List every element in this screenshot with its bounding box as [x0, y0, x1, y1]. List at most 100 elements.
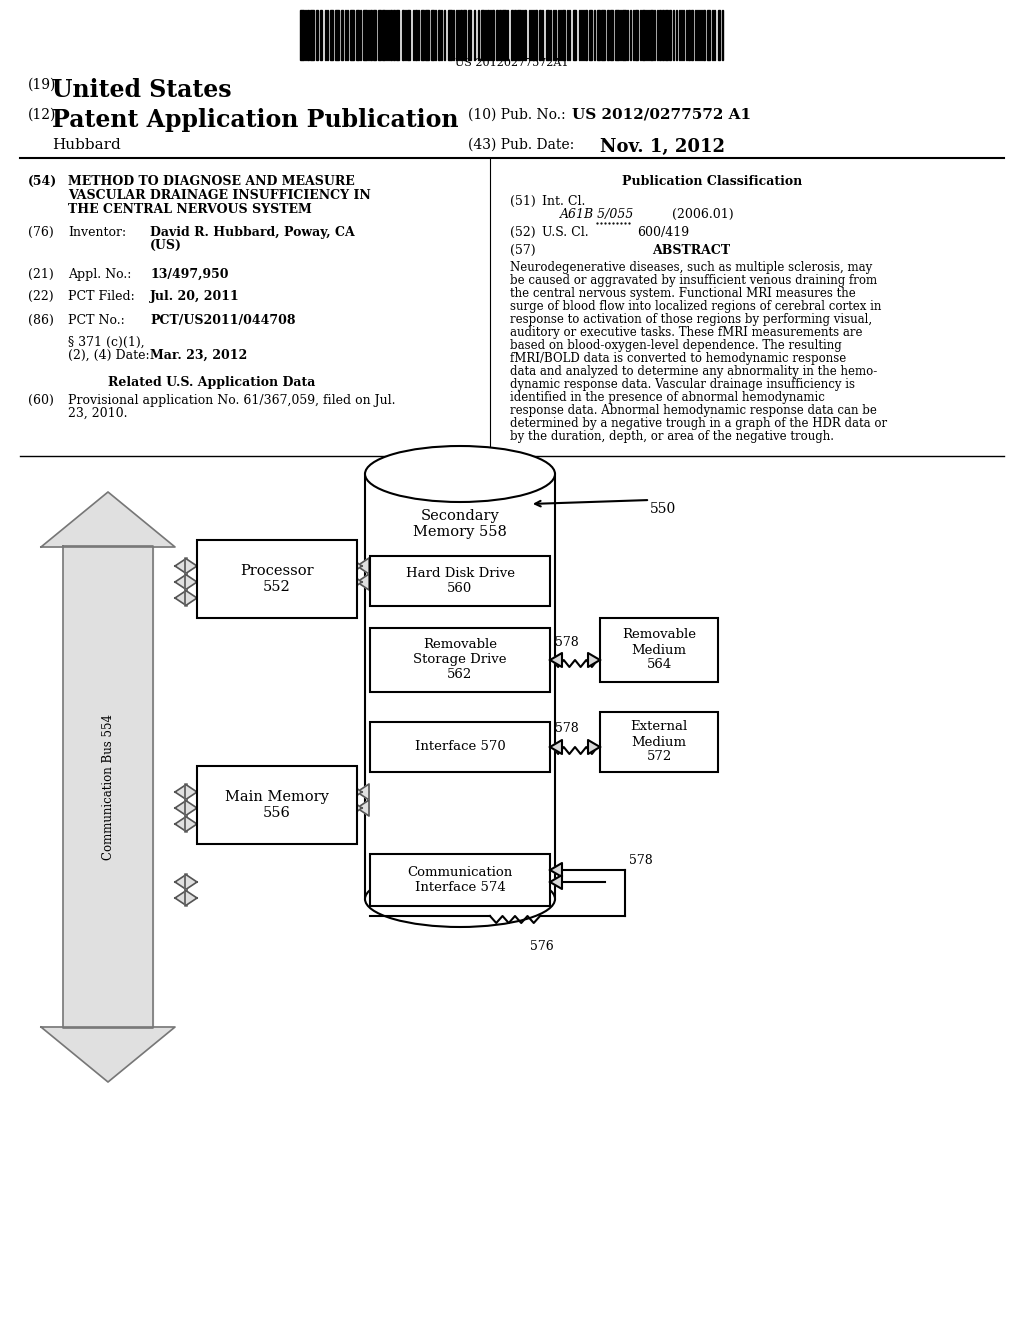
Text: based on blood-oxygen-level dependence. The resulting: based on blood-oxygen-level dependence. … [510, 339, 842, 352]
Ellipse shape [365, 446, 555, 502]
Polygon shape [185, 816, 197, 832]
Polygon shape [175, 816, 187, 832]
Text: (57): (57) [510, 244, 536, 257]
Text: Hard Disk Drive
560: Hard Disk Drive 560 [406, 568, 514, 595]
Text: 578: 578 [555, 722, 579, 735]
Bar [600, 618, 718, 682]
Text: response data. Abnormal hemodynamic response data can be: response data. Abnormal hemodynamic resp… [510, 404, 877, 417]
Text: (76): (76) [28, 226, 53, 239]
Bar [597, 11, 600, 59]
Bar [373, 11, 376, 59]
Bar [517, 11, 521, 59]
Text: identified in the presence of abnormal hemodynamic: identified in the presence of abnormal h… [510, 391, 825, 404]
Text: (51): (51) [510, 195, 536, 209]
Bar [350, 11, 354, 59]
Text: METHOD TO DIAGNOSE AND MEASURE: METHOD TO DIAGNOSE AND MEASURE [68, 176, 354, 187]
Bar [307, 11, 309, 59]
Text: (54): (54) [28, 176, 57, 187]
Text: § 371 (c)(1),: § 371 (c)(1), [68, 337, 144, 348]
Text: (12): (12) [28, 108, 56, 121]
Text: surge of blood flow into localized regions of cerebral cortex in: surge of blood flow into localized regio… [510, 300, 882, 313]
Text: U.S. Cl.: U.S. Cl. [542, 226, 589, 239]
Polygon shape [550, 653, 562, 667]
Text: Communication
Interface 574: Communication Interface 574 [408, 866, 513, 894]
Bar [703, 11, 705, 59]
Bar [310, 11, 314, 59]
Text: the central nervous system. Functional MRI measures the: the central nervous system. Functional M… [510, 286, 856, 300]
Bar [524, 11, 526, 59]
Text: PCT/US2011/044708: PCT/US2011/044708 [150, 314, 296, 327]
Polygon shape [588, 741, 600, 754]
Bar [562, 11, 565, 59]
Text: (US): (US) [150, 239, 182, 252]
Text: Nov. 1, 2012: Nov. 1, 2012 [600, 139, 725, 156]
Polygon shape [550, 741, 562, 754]
Text: VASCULAR DRAINAGE INSUFFICIENCY IN: VASCULAR DRAINAGE INSUFFICIENCY IN [68, 189, 371, 202]
Text: PCT No.:: PCT No.: [68, 314, 125, 327]
Polygon shape [175, 574, 187, 590]
Ellipse shape [365, 871, 555, 927]
Text: (43) Pub. Date:: (43) Pub. Date: [468, 139, 574, 152]
Polygon shape [350, 558, 362, 574]
Polygon shape [175, 800, 187, 816]
Text: US 2012/0277572 A1: US 2012/0277572 A1 [572, 108, 752, 121]
Polygon shape [350, 800, 362, 816]
Polygon shape [357, 784, 369, 800]
Bar [449, 11, 452, 59]
Bar [425, 11, 429, 59]
Text: 550: 550 [650, 502, 676, 516]
Polygon shape [185, 800, 197, 816]
Text: Patent Application Publication: Patent Application Publication [52, 108, 459, 132]
Text: Neurodegenerative diseases, such as multiple sclerosis, may: Neurodegenerative diseases, such as mult… [510, 261, 872, 275]
Bar [341, 11, 343, 59]
Bar [396, 11, 399, 59]
Text: Communication Bus 554: Communication Bus 554 [101, 714, 115, 861]
Text: (60): (60) [28, 393, 54, 407]
Bar [502, 11, 506, 59]
Bar [402, 11, 404, 59]
Polygon shape [185, 574, 197, 590]
Text: External
Medium
572: External Medium 572 [631, 721, 688, 763]
Polygon shape [550, 863, 562, 876]
Bar [370, 854, 550, 906]
Bar [370, 556, 550, 606]
Text: Int. Cl.: Int. Cl. [542, 195, 586, 209]
Bar [415, 11, 417, 59]
Bar [330, 11, 333, 59]
Polygon shape [41, 492, 175, 546]
Polygon shape [175, 590, 187, 606]
Bar [535, 11, 537, 59]
Text: (52): (52) [510, 226, 536, 239]
Polygon shape [185, 558, 197, 574]
Bar [407, 11, 410, 59]
Polygon shape [175, 558, 187, 574]
Bar [431, 11, 434, 59]
Bar [718, 11, 720, 59]
Bar [635, 11, 638, 59]
Text: (19): (19) [28, 78, 56, 92]
Text: Processor
552: Processor 552 [241, 564, 313, 594]
Bar [438, 11, 440, 59]
Text: 578: 578 [555, 636, 579, 649]
Bar [622, 11, 626, 59]
Text: auditory or executive tasks. These fMRI measurements are: auditory or executive tasks. These fMRI … [510, 326, 862, 339]
Text: (10) Pub. No.:: (10) Pub. No.: [468, 108, 565, 121]
Bar [601, 11, 605, 59]
Bar [197, 766, 357, 843]
Polygon shape [41, 1027, 175, 1082]
Bar [691, 11, 693, 59]
Bar [546, 11, 549, 59]
Text: Removable
Storage Drive
562: Removable Storage Drive 562 [414, 639, 507, 681]
Bar [607, 11, 609, 59]
Bar [370, 11, 372, 59]
Bar [393, 11, 395, 59]
Bar [362, 11, 367, 59]
Text: Appl. No.:: Appl. No.: [68, 268, 131, 281]
Polygon shape [550, 875, 562, 888]
Text: 23, 2010.: 23, 2010. [68, 407, 128, 420]
Text: be caused or aggravated by insufficient venous draining from: be caused or aggravated by insufficient … [510, 275, 878, 286]
Bar [319, 11, 322, 59]
Bar [499, 11, 501, 59]
Polygon shape [350, 574, 362, 590]
Text: Secondary
Memory 558: Secondary Memory 558 [413, 510, 507, 539]
